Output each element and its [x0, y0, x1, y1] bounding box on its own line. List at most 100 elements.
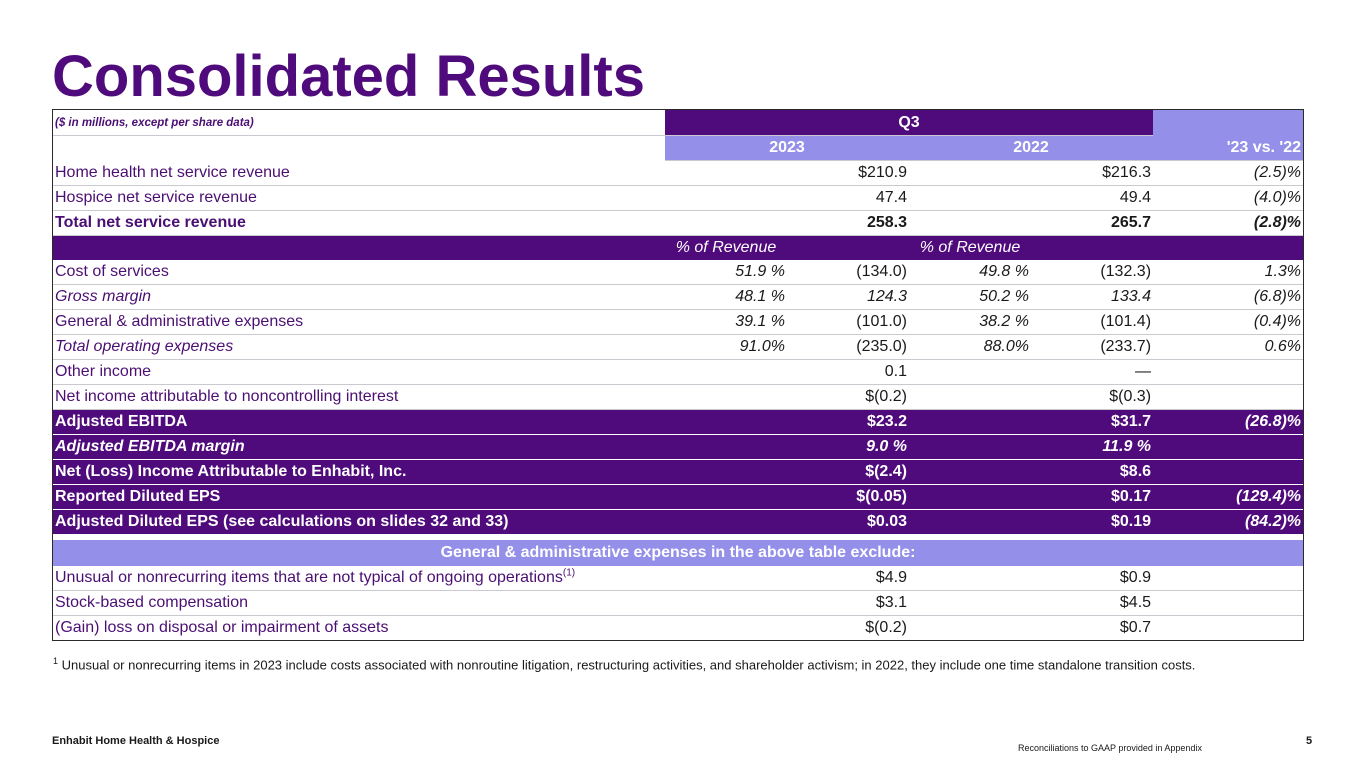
value-2022: 49.4	[1031, 185, 1154, 211]
row-label: Net (Loss) Income Attributable to Enhabi…	[53, 459, 665, 485]
value-2022: (101.4)	[1031, 309, 1154, 335]
year-2023-header: 2023	[665, 135, 909, 161]
row-label: (Gain) loss on disposal or impairment of…	[55, 619, 389, 636]
row-label: General & administrative expenses	[53, 309, 665, 335]
value-2023: 9.0 %	[787, 434, 909, 460]
pct-header-2022: % of Revenue	[909, 235, 1031, 260]
row-label: Total net service revenue	[53, 210, 665, 236]
change-value: (129.4)%	[1153, 484, 1304, 510]
table-row: Hospice net service revenue 47.4 49.4 (4…	[53, 185, 1304, 211]
footnote-reference: (1)	[562, 567, 576, 579]
value-2023: 258.3	[787, 210, 909, 236]
value-2022: $0.9	[1031, 566, 1154, 591]
change-value: (2.8)%	[1153, 210, 1304, 236]
value-2023: $210.9	[787, 160, 909, 186]
value-2022: $(0.3)	[1031, 384, 1154, 410]
value-2023: $(0.2)	[787, 384, 909, 410]
value-2023: 47.4	[787, 185, 909, 211]
page-number: 5	[1306, 735, 1313, 747]
table-row-highlight: Net (Loss) Income Attributable to Enhabi…	[53, 459, 1304, 485]
change-value: 0.6%	[1153, 334, 1304, 360]
pct-2023: 91.0%	[665, 334, 787, 360]
period-header: Q3	[665, 110, 1154, 136]
row-label: Gross margin	[53, 284, 665, 310]
table-row: Other income 0.1 —	[53, 359, 1304, 385]
pct-2022: 49.8 %	[909, 260, 1031, 285]
value-2023: $(2.4)	[787, 459, 909, 485]
value-2023: $3.1	[787, 590, 909, 616]
table-header-row: ($ in millions, except per share data) Q…	[53, 110, 1304, 161]
pct-2022: 38.2 %	[909, 309, 1031, 335]
value-2022: $0.19	[1031, 509, 1154, 535]
row-label: Stock-based compensation	[53, 590, 665, 616]
value-2023: $(0.2)	[865, 619, 907, 636]
percent-of-revenue-row: % of Revenue % of Revenue	[53, 235, 1304, 260]
exclusions-header: General & administrative expenses in the…	[53, 540, 1304, 566]
value-2022: $4.5	[1031, 590, 1154, 616]
value-2023: $(0.05)	[787, 484, 909, 510]
value-2022: $0.17	[1031, 484, 1154, 510]
pct-2022: 88.0%	[909, 334, 1031, 360]
value-2022: $31.7	[1031, 409, 1154, 435]
table-row: Unusual or nonrecurring items that are n…	[53, 566, 1304, 591]
table-row-highlight: Adjusted Diluted EPS (see calculations o…	[53, 509, 1304, 535]
row-label: Cost of services	[53, 260, 665, 285]
row-label: Net income attributable to noncontrollin…	[53, 384, 665, 410]
footnote: 1 Unusual or nonrecurring items in 2023 …	[53, 656, 1195, 672]
row-label: Other income	[53, 359, 665, 385]
consolidated-results-table: ($ in millions, except per share data) Q…	[51, 109, 1305, 641]
change-value: 1.3%	[1153, 260, 1304, 285]
value-2022: $8.6	[1031, 459, 1154, 485]
table-row-total: Total net service revenue 258.3 265.7 (2…	[53, 210, 1304, 236]
change-header: '23 vs. '22	[1153, 110, 1304, 161]
exclusions-header-row: General & administrative expenses in the…	[53, 540, 1304, 566]
company-name: Enhabit Home Health & Hospice	[52, 735, 220, 747]
value-2023: (101.0)	[787, 309, 909, 335]
footnote-marker: 1	[53, 656, 59, 666]
value-2022: $216.3	[1031, 160, 1154, 186]
value-2022: —	[1031, 359, 1154, 385]
change-value: (2.5)%	[1153, 160, 1304, 186]
change-value: (26.8)%	[1153, 409, 1304, 435]
row-label: Hospice net service revenue	[53, 185, 665, 211]
value-2022: (132.3)	[1031, 260, 1154, 285]
reconciliation-note: Reconciliations to GAAP provided in Appe…	[1018, 743, 1202, 753]
pct-2023: 51.9 %	[665, 260, 787, 285]
table-row: Gross margin 48.1 % 124.3 50.2 % 133.4 (…	[53, 284, 1304, 310]
row-label: Home health net service revenue	[53, 160, 665, 186]
row-label: Adjusted EBITDA	[53, 409, 665, 435]
value-2022: 265.7	[1031, 210, 1154, 236]
table-row: Total operating expenses 91.0% (235.0) 8…	[53, 334, 1304, 360]
table-row: Net income attributable to noncontrollin…	[53, 384, 1304, 410]
table-caption: ($ in millions, except per share data)	[53, 110, 665, 136]
row-label: Total operating expenses	[53, 334, 665, 360]
value-2023: $0.03	[787, 509, 909, 535]
value-2022: 11.9 %	[1031, 434, 1154, 460]
value-2023: 124.3	[787, 284, 909, 310]
change-value: (84.2)%	[1153, 509, 1304, 535]
value-2022: (233.7)	[1031, 334, 1154, 360]
value-2023: (134.0)	[787, 260, 909, 285]
table-row: Cost of services 51.9 % (134.0) 49.8 % (…	[53, 260, 1304, 285]
table-row-highlight: Adjusted EBITDA $23.2 $31.7 (26.8)%	[53, 409, 1304, 435]
value-2023: (235.0)	[787, 334, 909, 360]
pct-2023: 48.1 %	[665, 284, 787, 310]
table-row: General & administrative expenses 39.1 %…	[53, 309, 1304, 335]
footnote-text: Unusual or nonrecurring items in 2023 in…	[61, 657, 1196, 673]
pct-header-2023: % of Revenue	[665, 235, 787, 260]
row-label: Adjusted Diluted EPS (see calculations o…	[53, 509, 665, 535]
table-row: Home health net service revenue $210.9 $…	[53, 160, 1304, 186]
year-2022-header: 2022	[909, 135, 1154, 161]
change-value: (0.4)%	[1153, 309, 1304, 335]
year-header-row: 2023 2022	[53, 135, 1303, 161]
row-label: Reported Diluted EPS	[53, 484, 665, 510]
change-value: (6.8)%	[1153, 284, 1304, 310]
table-row-highlight: Adjusted EBITDA margin 9.0 % 11.9 %	[53, 434, 1304, 460]
table-row: (Gain) loss on disposal or impairment of…	[53, 616, 1303, 641]
value-2022: 133.4	[1031, 284, 1154, 310]
change-value: (4.0)%	[1153, 185, 1304, 211]
pct-2023: 39.1 %	[665, 309, 787, 335]
value-2022: $0.7	[1119, 619, 1152, 636]
pct-2022: 50.2 %	[909, 284, 1031, 310]
row-label: Adjusted EBITDA margin	[53, 434, 665, 460]
